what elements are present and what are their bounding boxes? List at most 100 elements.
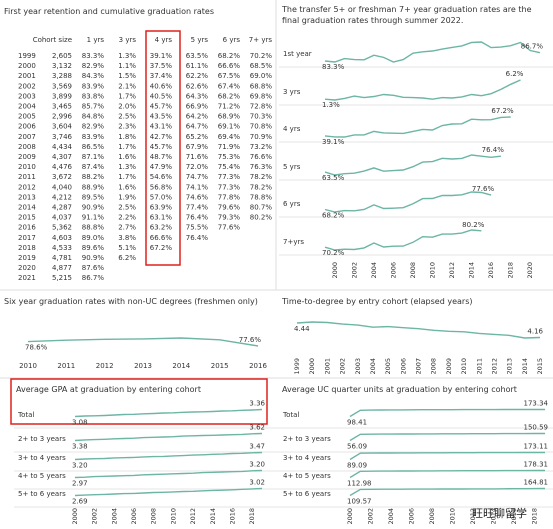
table-cell: 78.2% bbox=[250, 183, 273, 191]
x-tick-label: 2000 bbox=[346, 508, 354, 525]
table-cell: 70.2% bbox=[250, 52, 273, 60]
table-cell: 4,603 bbox=[52, 234, 72, 242]
line bbox=[324, 191, 492, 213]
table-cell: 3,899 bbox=[52, 92, 72, 100]
table-cell: 84.8% bbox=[82, 113, 105, 121]
value-label: 39.1% bbox=[322, 138, 345, 146]
x-tick-label: 2012 bbox=[189, 508, 197, 525]
table-cell: 43.5% bbox=[150, 113, 173, 121]
x-tick-label: 2004 bbox=[387, 508, 395, 525]
table-cell: 83.9% bbox=[82, 82, 105, 90]
table-cell: 67.2% bbox=[150, 244, 173, 252]
table-cell: 82.9% bbox=[82, 123, 105, 131]
value-label: 56.09 bbox=[347, 443, 367, 451]
table-cell: 61.1% bbox=[186, 62, 209, 70]
table-cell: 63.5% bbox=[186, 52, 209, 60]
table-cell: 68.2% bbox=[218, 92, 241, 100]
series-label: 2+ to 3 years bbox=[18, 435, 66, 443]
table-cell: 2003 bbox=[18, 92, 36, 100]
column-header: 3 yrs bbox=[119, 36, 137, 44]
table-cell: 68.8% bbox=[250, 82, 273, 90]
x-tick-label: 2007 bbox=[415, 358, 423, 375]
table-cell: 69.1% bbox=[218, 123, 241, 131]
table-cell: 1999 bbox=[18, 52, 36, 60]
table-cell: 2007 bbox=[18, 133, 36, 141]
series-label: 2+ to 3 years bbox=[283, 435, 331, 443]
table-cell: 39.1% bbox=[150, 52, 173, 60]
value-label: 63.5% bbox=[322, 174, 345, 182]
x-tick-label: 2016 bbox=[487, 262, 495, 279]
series-label: 4+ to 5 years bbox=[283, 472, 331, 480]
value-label: 77.6% bbox=[472, 185, 495, 193]
x-tick-label: 2018 bbox=[531, 508, 539, 525]
x-tick-label: 2020 bbox=[526, 262, 534, 279]
table-cell: 74.7% bbox=[186, 173, 209, 181]
value-label: 3.08 bbox=[72, 419, 88, 427]
table-cell: 2002 bbox=[18, 82, 36, 90]
series-label: 5+ to 6 years bbox=[18, 490, 66, 498]
table-cell: 2.1% bbox=[118, 82, 136, 90]
table-cell: 75.4% bbox=[218, 163, 241, 171]
table-cell: 68.2% bbox=[218, 52, 241, 60]
table-cell: 2014 bbox=[18, 204, 36, 212]
table-cell: 80.2% bbox=[250, 214, 273, 222]
table-cell: 90.9% bbox=[82, 254, 105, 262]
value-label: 3.02 bbox=[249, 479, 265, 487]
value-label: 1.3% bbox=[322, 101, 340, 109]
table-cell: 77.3% bbox=[218, 173, 241, 181]
x-tick-label: 2014 bbox=[172, 362, 190, 370]
table-cell: 4,040 bbox=[52, 183, 72, 191]
value-label: 173.11 bbox=[524, 443, 549, 451]
watermark: 旺旺聊留学 bbox=[472, 506, 527, 520]
line bbox=[349, 432, 545, 442]
table-cell: 3,132 bbox=[52, 62, 72, 70]
table-cell: 2008 bbox=[18, 143, 36, 151]
line bbox=[349, 469, 545, 479]
table-cell: 2.3% bbox=[118, 123, 136, 131]
table-cell: 73.2% bbox=[250, 143, 273, 151]
value-label: 3.36 bbox=[249, 400, 265, 408]
column-header: Cohort size bbox=[33, 36, 72, 44]
x-tick-label: 2003 bbox=[354, 358, 362, 375]
value-label: 3.47 bbox=[249, 443, 265, 451]
x-tick-label: 2002 bbox=[367, 508, 375, 525]
table-cell: 2009 bbox=[18, 153, 36, 161]
table-cell: 63.2% bbox=[150, 224, 173, 232]
table-cell: 48.7% bbox=[150, 153, 173, 161]
x-tick-label: 2012 bbox=[96, 362, 114, 370]
table-cell: 1.1% bbox=[118, 62, 136, 70]
value-label: 112.98 bbox=[347, 480, 372, 488]
table-cell: 1.7% bbox=[118, 173, 136, 181]
series-label: 4 yrs bbox=[283, 125, 301, 133]
table-cell: 2017 bbox=[18, 234, 36, 242]
table-cell: 68.9% bbox=[218, 113, 241, 121]
table-cell: 62.2% bbox=[186, 72, 209, 80]
column-header: 1 yrs bbox=[87, 36, 105, 44]
table-cell: 2015 bbox=[18, 214, 36, 222]
table-cell: 64.2% bbox=[186, 113, 209, 121]
column-header: 4 yrs bbox=[155, 36, 173, 44]
table-cell: 68.5% bbox=[250, 62, 273, 70]
table-cell: 56.8% bbox=[150, 183, 173, 191]
table-cell: 87.6% bbox=[82, 264, 105, 272]
table-cell: 45.7% bbox=[150, 103, 173, 111]
table-cell: 66.6% bbox=[150, 234, 173, 242]
table-cell: 67.9% bbox=[186, 143, 209, 151]
line bbox=[324, 79, 521, 101]
table-cell: 83.8% bbox=[82, 92, 105, 100]
table-cell: 3,465 bbox=[52, 103, 72, 111]
table-cell: 47.9% bbox=[150, 163, 173, 171]
value-label: 78.6% bbox=[25, 344, 48, 352]
table-cell: 1.8% bbox=[118, 133, 136, 141]
x-tick-label: 2009 bbox=[445, 358, 453, 375]
table-cell: 2010 bbox=[18, 163, 36, 171]
table-cell: 1.7% bbox=[118, 92, 136, 100]
value-label: 76.4% bbox=[482, 146, 505, 154]
line bbox=[349, 487, 546, 497]
table-cell: 89.5% bbox=[82, 193, 105, 201]
x-tick-label: 2014 bbox=[490, 508, 498, 525]
value-label: 98.41 bbox=[347, 419, 367, 427]
table-cell: 67.5% bbox=[218, 72, 241, 80]
